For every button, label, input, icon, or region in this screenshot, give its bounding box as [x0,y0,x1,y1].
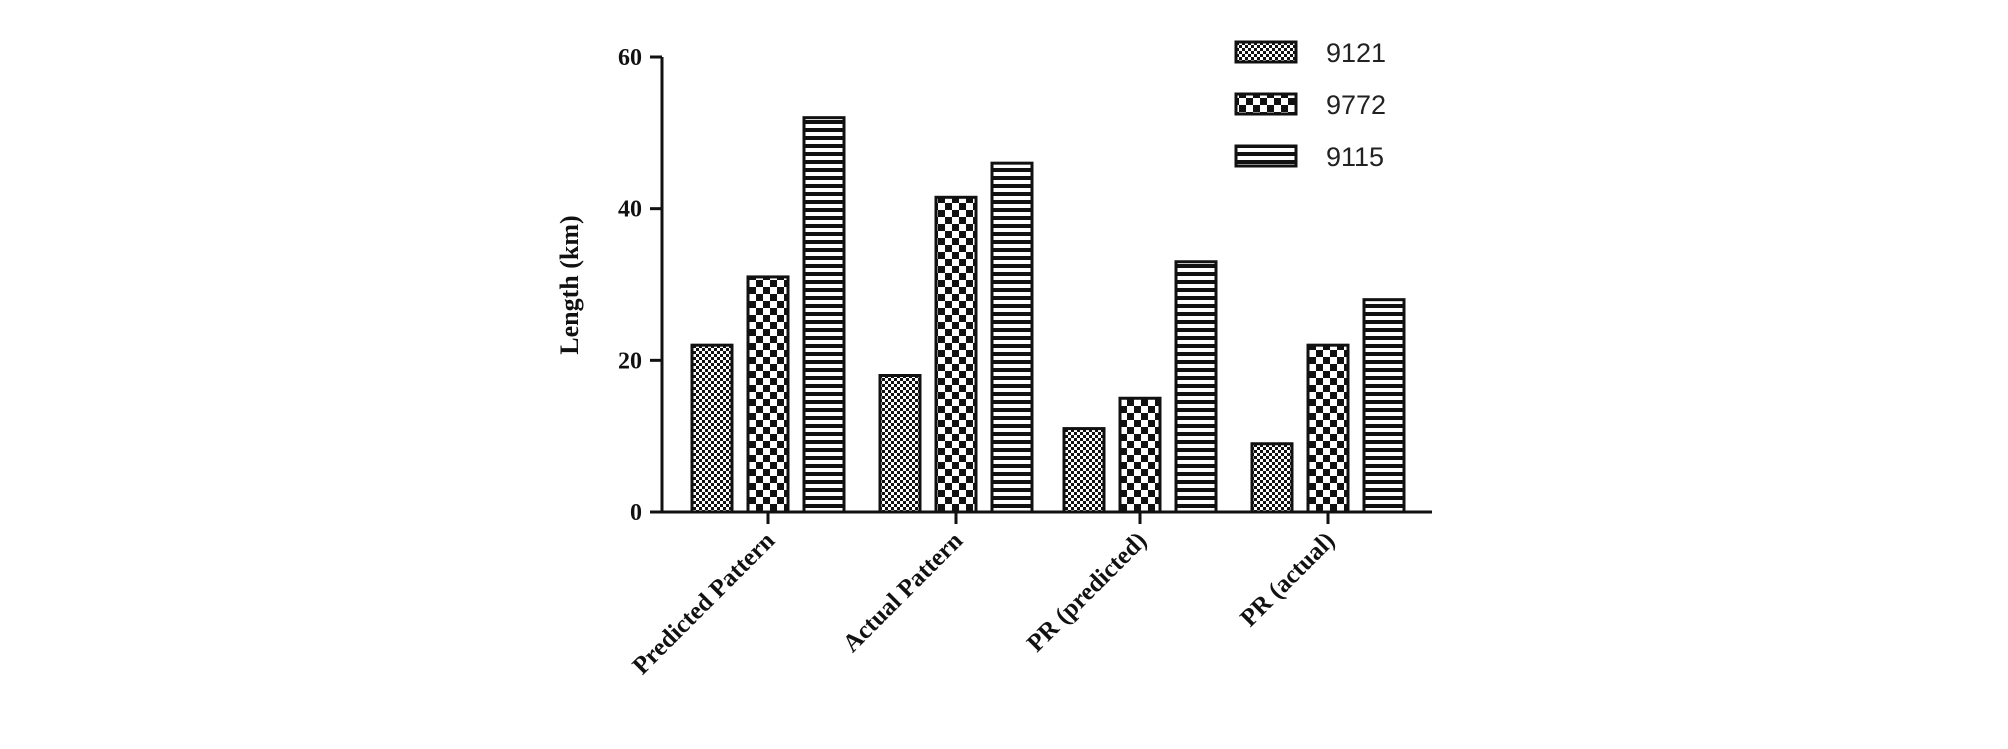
x-tick-label: PR (actual) [1235,527,1340,632]
bar-9772 [934,195,978,514]
x-tick-label: Predicted Pattern [627,527,780,680]
x-tick-label: PR (predicted) [1022,527,1152,657]
legend-label-9772: 9772 [1326,90,1386,120]
bar-9115 [990,161,1034,514]
bar-9121 [1250,442,1294,514]
bar-9121 [690,343,734,514]
bar-9121 [878,374,922,514]
y-axis-title: Length (km) [555,215,584,354]
bar-9115 [1174,260,1218,514]
bar-9121 [1062,427,1106,514]
y-tick-label: 20 [618,348,642,374]
y-tick-label: 60 [618,45,642,71]
legend-swatch-9772 [1234,92,1298,116]
legend-swatch-9115 [1234,144,1298,168]
x-tick-label: Actual Pattern [838,527,969,658]
bar-9772 [1306,343,1350,514]
y-tick-label: 0 [630,500,642,526]
plot-area: 0 20 40 60 Predicted Pattern Actual Pattern PR… [618,45,1432,680]
bar-9115 [802,116,846,514]
legend: 9121 9772 9115 [1234,38,1386,172]
bar-9772 [1118,396,1162,514]
legend-swatch-9121 [1234,40,1298,64]
legend-label-9115: 9115 [1326,142,1384,172]
y-tick-label: 40 [618,197,642,223]
bar-9115 [1362,298,1406,514]
bar-9772 [746,275,790,514]
legend-label-9121: 9121 [1326,38,1386,68]
